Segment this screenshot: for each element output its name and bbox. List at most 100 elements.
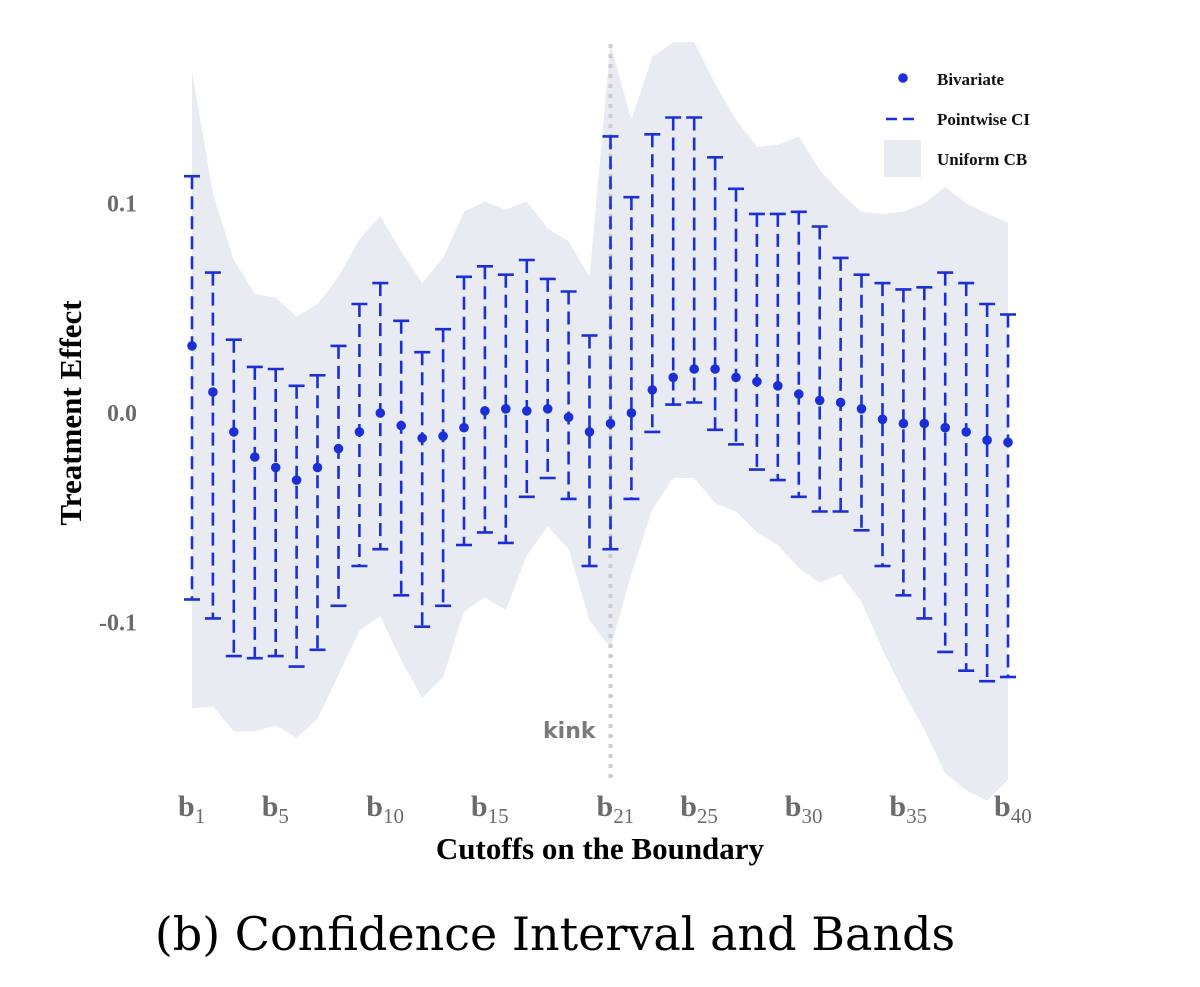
- x-axis: b1 b5 b10 b15 b21 b25 b30 b35 b40: [178, 790, 1032, 828]
- ci-errorbar: [581, 334, 598, 568]
- y-axis: 0.1 0.0 -0.1: [99, 191, 137, 636]
- ci-errorbar: [895, 288, 912, 597]
- ci-errorbar: [832, 256, 849, 513]
- x-tick-label: b1: [178, 790, 205, 828]
- y-tick-label: 0.1: [107, 191, 137, 217]
- bivariate-point: [940, 422, 950, 433]
- x-tick-label: b5: [262, 790, 289, 828]
- ci-errorbar: [665, 116, 682, 406]
- ci-errorbar: [456, 275, 472, 547]
- bivariate-point: [961, 427, 971, 437]
- bivariate-point: [835, 397, 846, 408]
- x-tick-label: b21: [597, 790, 635, 828]
- legend-entry: Pointwise CI: [886, 110, 1030, 129]
- bivariate-point: [417, 433, 428, 443]
- legend-entry: Uniform CB: [884, 140, 1027, 177]
- bivariate-point: [229, 427, 239, 437]
- bivariate-point: [312, 462, 323, 473]
- bivariate-point: [626, 408, 637, 418]
- bivariate-point: [291, 475, 302, 485]
- ci-errorbar: [560, 290, 577, 501]
- bivariate-point: [542, 404, 553, 414]
- uniform-cb-band: [192, 42, 1008, 801]
- pointwise-ci-layer: [184, 116, 1016, 683]
- ci-errorbar: [811, 225, 828, 513]
- legend-point-swatch: [898, 73, 908, 83]
- ci-errorbar: [686, 116, 703, 404]
- uniform-cb-band-layer: [192, 42, 1008, 801]
- ci-errorbar: [916, 285, 933, 620]
- ci-errorbar: [497, 273, 514, 545]
- bivariate-point: [773, 381, 783, 391]
- bivariate-point: [354, 427, 365, 437]
- bivariate-point: [668, 372, 678, 383]
- legend: Bivariate Pointwise CI Uniform CB: [884, 70, 1030, 177]
- ci-errorbar: [874, 281, 891, 568]
- ci-errorbar: [539, 277, 556, 480]
- ci-errorbar: [707, 156, 724, 432]
- bivariate-point: [647, 385, 658, 395]
- ci-errorbar: [225, 338, 242, 658]
- x-tick-label: b40: [994, 790, 1032, 828]
- ci-errorbar: [309, 373, 326, 652]
- legend-entry: Bivariate: [898, 70, 1004, 89]
- y-axis-title: Treatment Effect: [53, 300, 88, 526]
- bivariate-point: [501, 404, 511, 414]
- bivariate-point: [459, 422, 469, 433]
- ci-errorbar: [623, 195, 640, 501]
- bivariate-point: [689, 364, 699, 374]
- ci-errorbar: [184, 174, 200, 601]
- ci-errorbar: [414, 350, 431, 629]
- bivariate-point: [752, 376, 762, 387]
- bivariate-point: [522, 406, 532, 416]
- bivariate-point: [270, 462, 281, 473]
- x-tick-label: b35: [889, 790, 927, 828]
- ci-errorbar: [204, 271, 221, 620]
- bivariate-point: [605, 418, 616, 429]
- bivariate-point: [208, 387, 218, 397]
- kink-label: kink: [543, 719, 597, 744]
- bivariate-point: [794, 389, 804, 399]
- ci-errorbar: [372, 281, 389, 551]
- ci-errorbar: [769, 212, 786, 482]
- ci-errorbar: [853, 273, 870, 532]
- ci-errorbar: [644, 133, 661, 434]
- legend-label: Bivariate: [937, 70, 1004, 89]
- figure-caption: (b) Confidence Interval and Bands: [155, 907, 955, 961]
- ci-errorbar: [748, 212, 765, 471]
- bivariate-point: [480, 406, 490, 416]
- bivariate-point: [375, 408, 386, 418]
- bivariate-point: [438, 431, 448, 441]
- bivariate-point: [877, 414, 888, 425]
- bivariate-point: [1003, 437, 1013, 448]
- ci-errorbar: [1000, 313, 1016, 679]
- ci-errorbar: [267, 367, 284, 658]
- ci-errorbar: [728, 187, 744, 446]
- bivariate-point: [250, 452, 260, 462]
- ci-errorbar: [979, 302, 996, 683]
- legend-label: Uniform CB: [937, 150, 1027, 169]
- legend-band-swatch: [884, 140, 921, 177]
- bivariate-point: [919, 418, 930, 429]
- x-tick-label: b15: [471, 790, 509, 828]
- ci-errorbar: [518, 258, 535, 499]
- ci-errorbar: [288, 384, 305, 668]
- y-tick-label: -0.1: [99, 611, 137, 637]
- bivariate-point: [731, 372, 741, 383]
- bivariate-point: [814, 395, 825, 406]
- bivariate-point: [396, 420, 407, 431]
- bivariate-point: [333, 443, 344, 454]
- ci-errorbar: [246, 365, 263, 660]
- ci-errorbar: [937, 271, 954, 654]
- bivariate-point: [584, 427, 595, 437]
- ci-errorbar: [393, 319, 410, 597]
- y-tick-label: 0.0: [107, 401, 137, 427]
- ci-errorbar: [330, 344, 347, 608]
- bivariate-point: [856, 404, 867, 414]
- bivariate-point: [898, 418, 909, 429]
- x-tick-label: b30: [785, 790, 823, 828]
- ci-errorbar: [790, 210, 807, 499]
- bivariate-point: [710, 364, 720, 374]
- x-tick-label: b25: [680, 790, 718, 828]
